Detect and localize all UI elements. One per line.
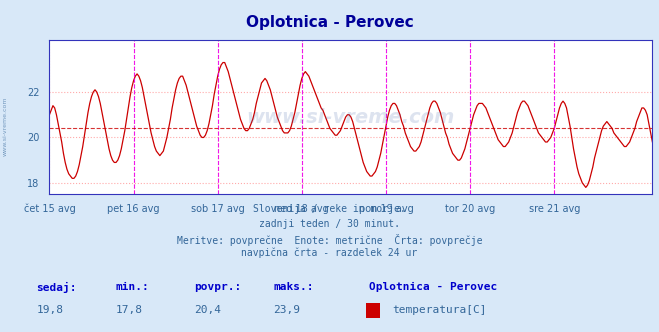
- Text: www.si-vreme.com: www.si-vreme.com: [3, 96, 8, 156]
- Text: Oplotnica - Perovec: Oplotnica - Perovec: [246, 15, 413, 30]
- Text: maks.:: maks.:: [273, 282, 314, 292]
- Text: 20,4: 20,4: [194, 305, 221, 315]
- Text: sedaj:: sedaj:: [36, 282, 76, 293]
- Text: 19,8: 19,8: [36, 305, 63, 315]
- Text: zadnji teden / 30 minut.: zadnji teden / 30 minut.: [259, 219, 400, 229]
- Text: navpična črta - razdelek 24 ur: navpična črta - razdelek 24 ur: [241, 247, 418, 258]
- Text: Slovenija / reke in morje.: Slovenija / reke in morje.: [253, 204, 406, 214]
- Text: Oplotnica - Perovec: Oplotnica - Perovec: [369, 282, 498, 292]
- Text: min.:: min.:: [115, 282, 149, 292]
- Text: Meritve: povprečne  Enote: metrične  Črta: povprečje: Meritve: povprečne Enote: metrične Črta:…: [177, 234, 482, 246]
- Text: www.si-vreme.com: www.si-vreme.com: [246, 108, 455, 126]
- Text: 17,8: 17,8: [115, 305, 142, 315]
- Text: 23,9: 23,9: [273, 305, 301, 315]
- Text: temperatura[C]: temperatura[C]: [392, 305, 486, 315]
- Text: povpr.:: povpr.:: [194, 282, 242, 292]
